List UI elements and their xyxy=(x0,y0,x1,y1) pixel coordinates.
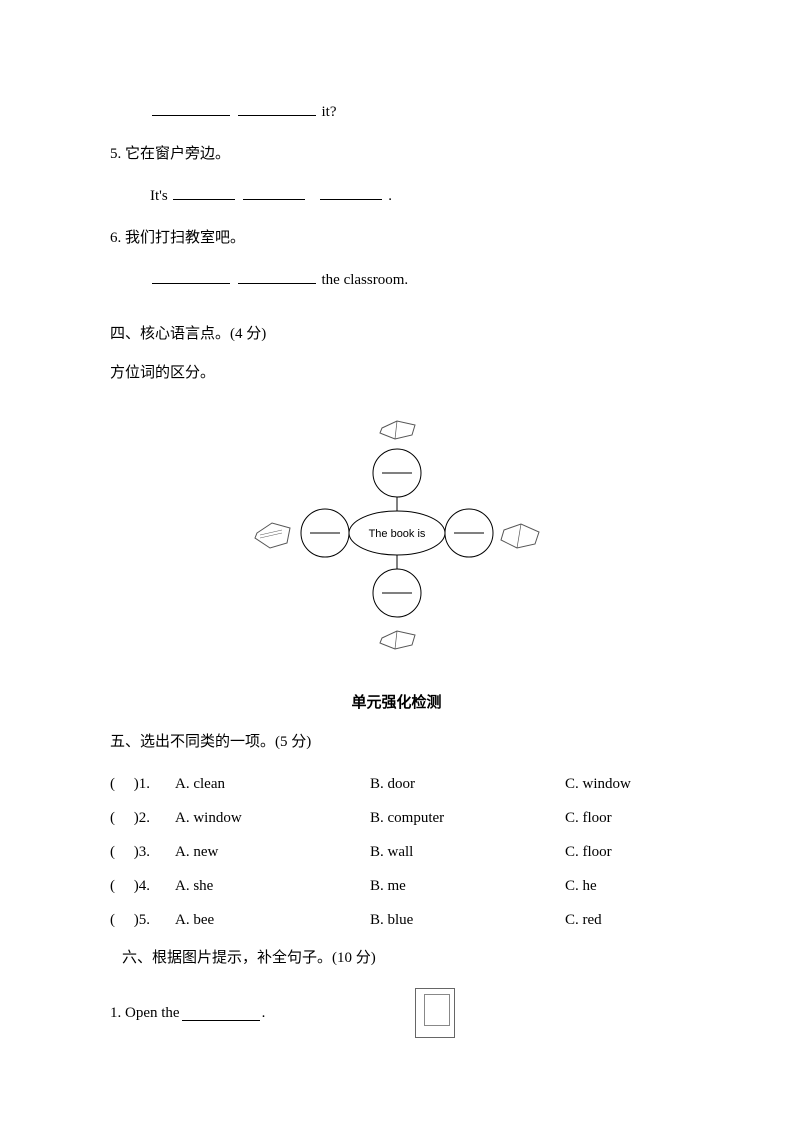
q5-prompt: 5. 它在窗户旁边。 xyxy=(110,142,683,166)
diagram-center: The book is xyxy=(368,528,425,540)
question-row: ( )3. A. newB. wallC. floor xyxy=(110,840,683,864)
blank[interactable] xyxy=(173,185,235,200)
option-b: B. computer xyxy=(370,806,565,830)
option-b: B. me xyxy=(370,874,565,898)
blank[interactable] xyxy=(152,269,230,284)
answer-paren[interactable]: ( )4. xyxy=(110,874,175,898)
answer-paren[interactable]: ( )3. xyxy=(110,840,175,864)
option-c: C. floor xyxy=(565,840,683,864)
question-row: ( )1. A. cleanB. doorC. window xyxy=(110,772,683,796)
blank[interactable] xyxy=(182,1006,260,1021)
diagram: The book is xyxy=(110,403,683,671)
option-a: A. window xyxy=(175,806,370,830)
section5-title: 五、选出不同类的一项。(5 分) xyxy=(110,730,683,754)
question-row: ( )4. A. sheB. meC. he xyxy=(110,874,683,898)
section5-items: ( )1. A. cleanB. doorC. window ( )2. A. w… xyxy=(110,772,683,932)
blank[interactable] xyxy=(238,269,316,284)
option-b: B. door xyxy=(370,772,565,796)
q-it-suffix: it? xyxy=(322,104,337,120)
q6-prompt: 6. 我们打扫教室吧。 xyxy=(110,226,683,250)
q6-answer: the classroom. xyxy=(110,268,683,292)
blank[interactable] xyxy=(238,101,316,116)
blank[interactable] xyxy=(152,101,230,116)
option-c: C. window xyxy=(565,772,683,796)
answer-paren[interactable]: ( )1. xyxy=(110,772,175,796)
option-b: B. wall xyxy=(370,840,565,864)
section6-title: 六、根据图片提示，补全句子。(10 分) xyxy=(110,946,683,970)
section4-sub: 方位词的区分。 xyxy=(110,361,683,385)
blank[interactable] xyxy=(243,185,305,200)
question-row: ( )2. A. windowB. computerC. floor xyxy=(110,806,683,830)
option-c: C. floor xyxy=(565,806,683,830)
option-c: C. red xyxy=(565,908,683,932)
blank[interactable] xyxy=(320,185,382,200)
unit-title: 单元强化检测 xyxy=(110,691,683,715)
position-diagram: The book is xyxy=(217,403,577,663)
q5-prefix: It's xyxy=(150,188,171,204)
answer-paren[interactable]: ( )2. xyxy=(110,806,175,830)
item1-suffix: . xyxy=(262,1001,266,1025)
item1-prefix: 1. Open the xyxy=(110,1001,180,1025)
section6-item1: 1. Open the . xyxy=(110,988,683,1038)
option-b: B. blue xyxy=(370,908,565,932)
option-a: A. she xyxy=(175,874,370,898)
q6-suffix: the classroom. xyxy=(322,272,409,288)
option-c: C. he xyxy=(565,874,683,898)
door-image xyxy=(415,988,455,1038)
answer-paren[interactable]: ( )5. xyxy=(110,908,175,932)
q5-suffix: . xyxy=(388,188,392,204)
q5-answer: It's . xyxy=(110,184,683,208)
section4-title: 四、核心语言点。(4 分) xyxy=(110,322,683,346)
q-it-line: it? xyxy=(110,100,683,124)
question-row: ( )5. A. beeB. blueC. red xyxy=(110,908,683,932)
option-a: A. clean xyxy=(175,772,370,796)
option-a: A. new xyxy=(175,840,370,864)
option-a: A. bee xyxy=(175,908,370,932)
